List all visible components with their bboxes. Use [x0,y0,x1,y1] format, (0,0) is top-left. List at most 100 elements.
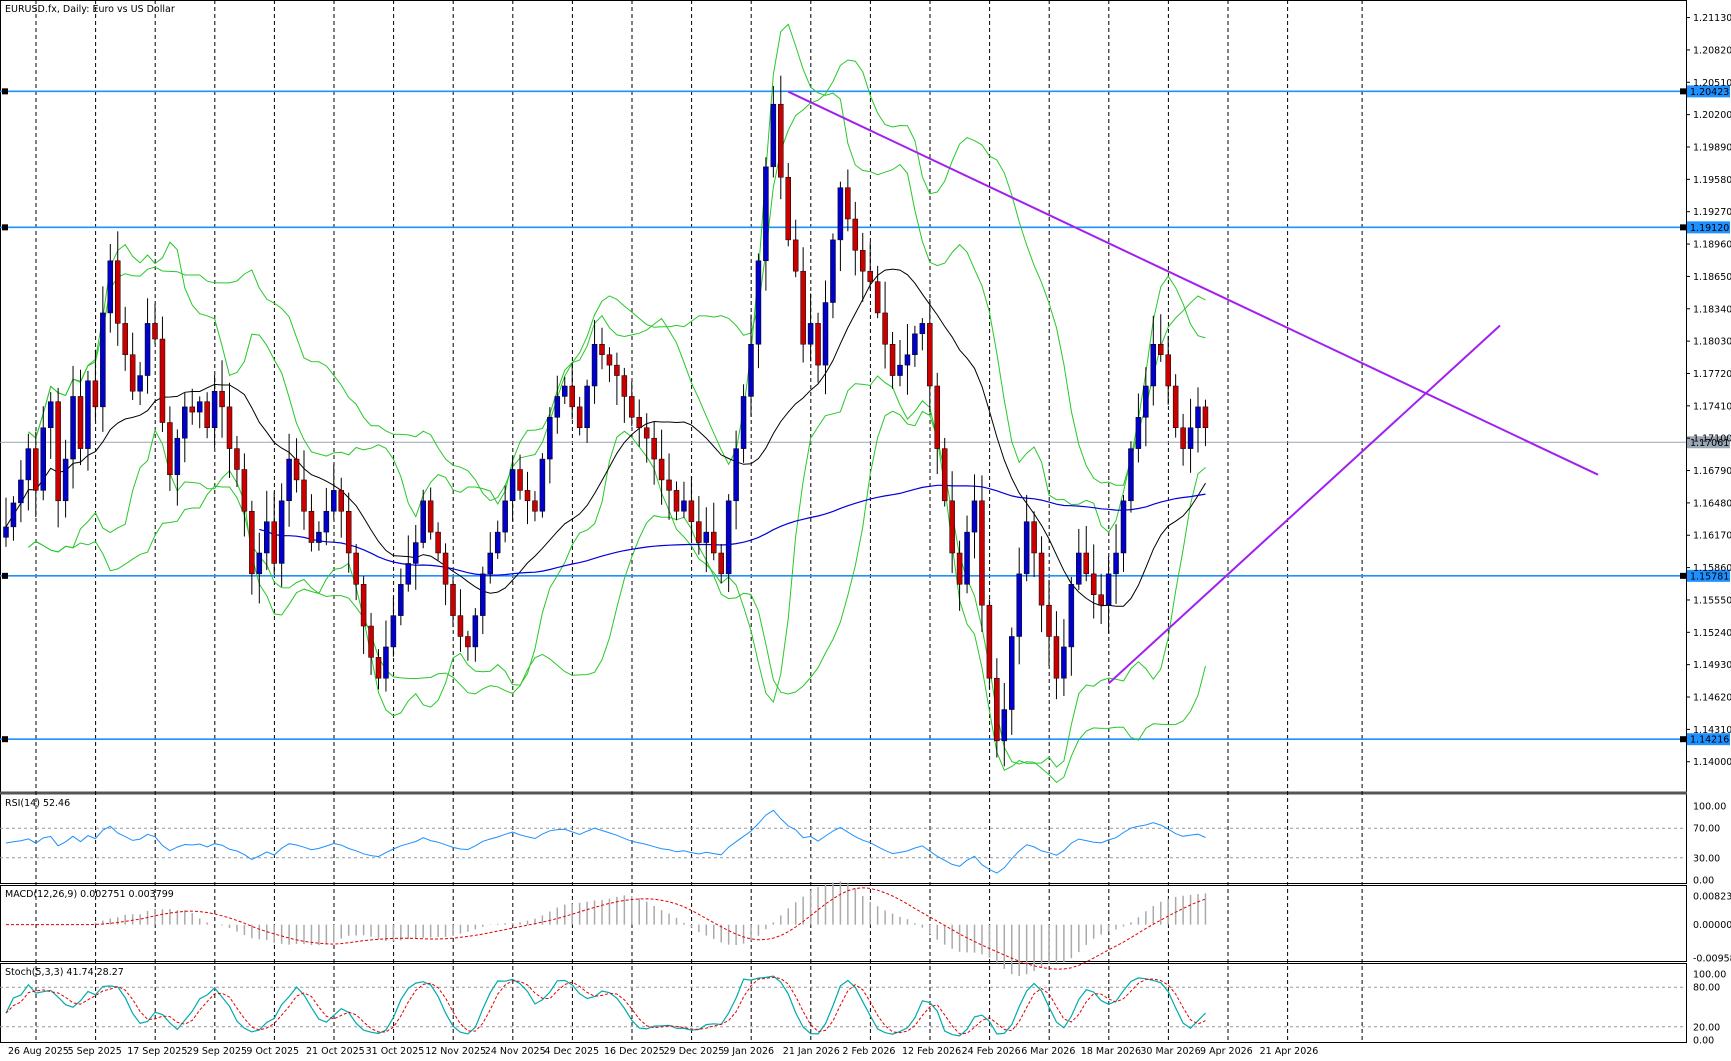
candle[interactable] [725,494,732,593]
candle[interactable] [1143,367,1149,447]
candle[interactable] [331,464,337,520]
candle[interactable] [979,475,985,632]
candle[interactable] [614,352,620,405]
candle[interactable] [636,399,642,447]
candle[interactable] [25,433,32,511]
candle[interactable] [584,379,590,443]
candle[interactable] [681,481,687,518]
candle[interactable] [718,543,724,584]
candle[interactable] [1076,528,1082,590]
candle[interactable] [845,169,851,232]
candle[interactable] [271,492,277,575]
candle[interactable] [666,453,672,520]
candle[interactable] [10,496,17,541]
candle[interactable] [18,460,24,523]
candle[interactable] [450,576,456,628]
candle[interactable] [934,372,940,475]
candle[interactable] [822,280,829,395]
candle[interactable] [740,384,747,463]
candle[interactable] [234,435,240,487]
candle[interactable] [144,298,151,394]
candle[interactable] [971,474,978,559]
candle[interactable] [122,306,128,371]
candle[interactable] [621,367,628,423]
candle[interactable] [293,438,300,493]
candle[interactable] [785,163,791,247]
candle[interactable] [904,324,911,395]
candle[interactable] [226,382,233,478]
candle[interactable] [874,265,881,319]
candle[interactable] [956,540,963,611]
candle[interactable] [398,568,404,626]
candle[interactable] [129,332,136,400]
candle[interactable] [1068,576,1075,676]
candle[interactable] [770,85,777,178]
candle[interactable] [1038,536,1045,633]
candle[interactable] [70,365,76,489]
candle[interactable] [219,360,225,438]
candle[interactable] [1113,524,1119,604]
candle[interactable] [189,388,195,425]
candle[interactable] [413,524,419,590]
stoch-panel[interactable] [0,963,1687,1043]
candle[interactable] [100,286,106,432]
candle[interactable] [941,437,948,507]
candle[interactable] [1120,495,1127,572]
candlesticks[interactable] [3,75,1209,767]
candle[interactable] [897,340,903,387]
candle[interactable] [673,481,680,521]
candle[interactable] [569,362,575,420]
candle[interactable] [472,608,479,662]
candle[interactable] [1098,573,1104,625]
candle[interactable] [852,201,859,276]
candle[interactable] [465,630,471,661]
candle[interactable] [1031,511,1037,578]
candle[interactable] [1187,398,1194,473]
candle[interactable] [159,316,166,432]
candle[interactable] [1001,683,1008,767]
candle[interactable] [115,231,121,346]
candle[interactable] [502,485,508,543]
candle[interactable] [509,455,516,522]
candle[interactable] [658,429,665,505]
candle[interactable] [792,219,799,278]
candle[interactable] [599,327,605,370]
candle[interactable] [3,497,9,547]
candle[interactable] [55,387,61,528]
candle[interactable] [800,247,806,363]
candle[interactable] [1172,374,1179,438]
candle[interactable] [62,439,69,518]
candle[interactable] [748,314,754,417]
candle[interactable] [92,349,99,421]
candle[interactable] [688,476,695,540]
candle[interactable] [308,494,315,552]
candle[interactable] [480,566,486,635]
candle[interactable] [301,450,307,530]
candle[interactable] [152,303,158,345]
candle[interactable] [1083,526,1089,582]
candle[interactable] [286,433,292,527]
candle[interactable] [606,347,613,382]
candle[interactable] [278,483,285,587]
main-price-panel[interactable] [0,0,1687,793]
candle[interactable] [830,233,836,319]
candle[interactable] [643,413,650,463]
candle[interactable] [435,522,441,561]
candle[interactable] [547,407,553,484]
candle[interactable] [1128,441,1134,513]
candle[interactable] [882,281,888,369]
candle[interactable] [204,392,210,439]
candle[interactable] [1165,335,1171,405]
candle[interactable] [264,490,270,571]
candle[interactable] [524,471,531,525]
candle[interactable] [211,375,218,448]
candle[interactable] [107,244,114,333]
candle[interactable] [927,299,933,413]
candle[interactable] [1180,413,1186,466]
candle[interactable] [860,232,866,302]
candle[interactable] [1135,393,1142,463]
candle[interactable] [733,430,739,530]
candle[interactable] [457,589,464,652]
candle[interactable] [755,253,762,369]
candle[interactable] [316,521,322,551]
